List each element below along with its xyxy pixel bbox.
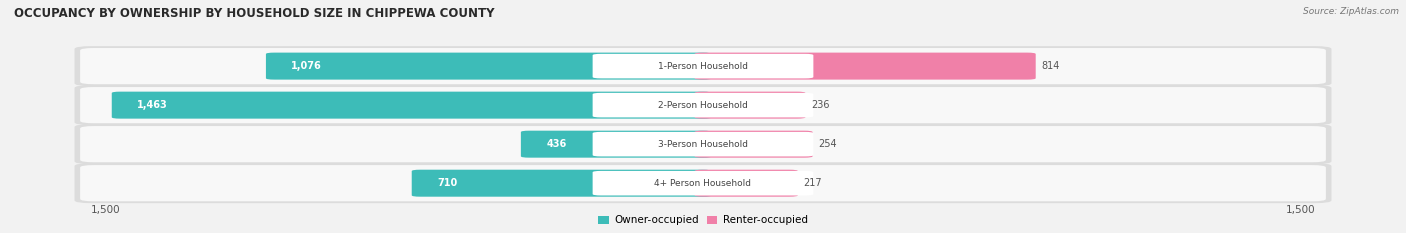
FancyBboxPatch shape xyxy=(593,54,813,78)
FancyBboxPatch shape xyxy=(593,93,813,117)
Text: 710: 710 xyxy=(437,178,457,188)
Text: 436: 436 xyxy=(546,139,567,149)
FancyBboxPatch shape xyxy=(80,87,1326,123)
Text: 3-Person Household: 3-Person Household xyxy=(658,140,748,149)
Text: 254: 254 xyxy=(818,139,837,149)
Text: Source: ZipAtlas.com: Source: ZipAtlas.com xyxy=(1303,7,1399,16)
FancyBboxPatch shape xyxy=(75,46,1331,86)
FancyBboxPatch shape xyxy=(80,165,1326,201)
Text: 1,500: 1,500 xyxy=(1285,205,1316,215)
Text: 236: 236 xyxy=(811,100,830,110)
FancyBboxPatch shape xyxy=(695,170,797,197)
FancyBboxPatch shape xyxy=(695,92,806,119)
Text: 217: 217 xyxy=(803,178,823,188)
FancyBboxPatch shape xyxy=(111,92,711,119)
FancyBboxPatch shape xyxy=(695,131,813,158)
FancyBboxPatch shape xyxy=(75,124,1331,164)
Text: 1,463: 1,463 xyxy=(136,100,167,110)
FancyBboxPatch shape xyxy=(75,85,1331,125)
FancyBboxPatch shape xyxy=(520,131,711,158)
FancyBboxPatch shape xyxy=(593,171,813,195)
Text: OCCUPANCY BY OWNERSHIP BY HOUSEHOLD SIZE IN CHIPPEWA COUNTY: OCCUPANCY BY OWNERSHIP BY HOUSEHOLD SIZE… xyxy=(14,7,495,20)
FancyBboxPatch shape xyxy=(695,53,1036,80)
Text: 4+ Person Household: 4+ Person Household xyxy=(655,179,751,188)
FancyBboxPatch shape xyxy=(80,126,1326,162)
Text: 814: 814 xyxy=(1042,61,1060,71)
FancyBboxPatch shape xyxy=(75,163,1331,203)
Text: 1,500: 1,500 xyxy=(90,205,121,215)
Text: 1,076: 1,076 xyxy=(291,61,322,71)
Legend: Owner-occupied, Renter-occupied: Owner-occupied, Renter-occupied xyxy=(599,216,807,226)
FancyBboxPatch shape xyxy=(80,48,1326,84)
FancyBboxPatch shape xyxy=(593,132,813,156)
Text: 2-Person Household: 2-Person Household xyxy=(658,101,748,110)
Text: 1-Person Household: 1-Person Household xyxy=(658,62,748,71)
FancyBboxPatch shape xyxy=(412,170,711,197)
FancyBboxPatch shape xyxy=(266,53,711,80)
